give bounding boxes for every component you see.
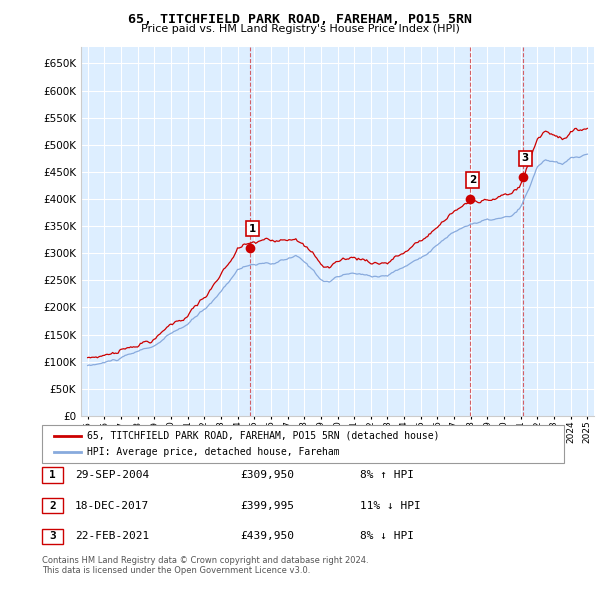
Text: £399,995: £399,995	[240, 501, 294, 510]
Text: 29-SEP-2004: 29-SEP-2004	[75, 470, 149, 480]
Text: £439,950: £439,950	[240, 532, 294, 541]
Text: Price paid vs. HM Land Registry's House Price Index (HPI): Price paid vs. HM Land Registry's House …	[140, 24, 460, 34]
Text: 2: 2	[469, 175, 476, 185]
Text: 22-FEB-2021: 22-FEB-2021	[75, 532, 149, 541]
Text: 3: 3	[522, 153, 529, 163]
Text: HPI: Average price, detached house, Fareham: HPI: Average price, detached house, Fare…	[87, 447, 340, 457]
Text: Contains HM Land Registry data © Crown copyright and database right 2024.: Contains HM Land Registry data © Crown c…	[42, 556, 368, 565]
Text: 8% ↑ HPI: 8% ↑ HPI	[360, 470, 414, 480]
Text: 65, TITCHFIELD PARK ROAD, FAREHAM, PO15 5RN: 65, TITCHFIELD PARK ROAD, FAREHAM, PO15 …	[128, 13, 472, 26]
Text: £309,950: £309,950	[240, 470, 294, 480]
Text: 65, TITCHFIELD PARK ROAD, FAREHAM, PO15 5RN (detached house): 65, TITCHFIELD PARK ROAD, FAREHAM, PO15 …	[87, 431, 439, 441]
Text: 1: 1	[249, 224, 256, 234]
Text: 18-DEC-2017: 18-DEC-2017	[75, 501, 149, 510]
Text: 3: 3	[49, 532, 56, 541]
Text: 8% ↓ HPI: 8% ↓ HPI	[360, 532, 414, 541]
Text: This data is licensed under the Open Government Licence v3.0.: This data is licensed under the Open Gov…	[42, 566, 310, 575]
Text: 1: 1	[49, 470, 56, 480]
Text: 11% ↓ HPI: 11% ↓ HPI	[360, 501, 421, 510]
Text: 2: 2	[49, 501, 56, 510]
